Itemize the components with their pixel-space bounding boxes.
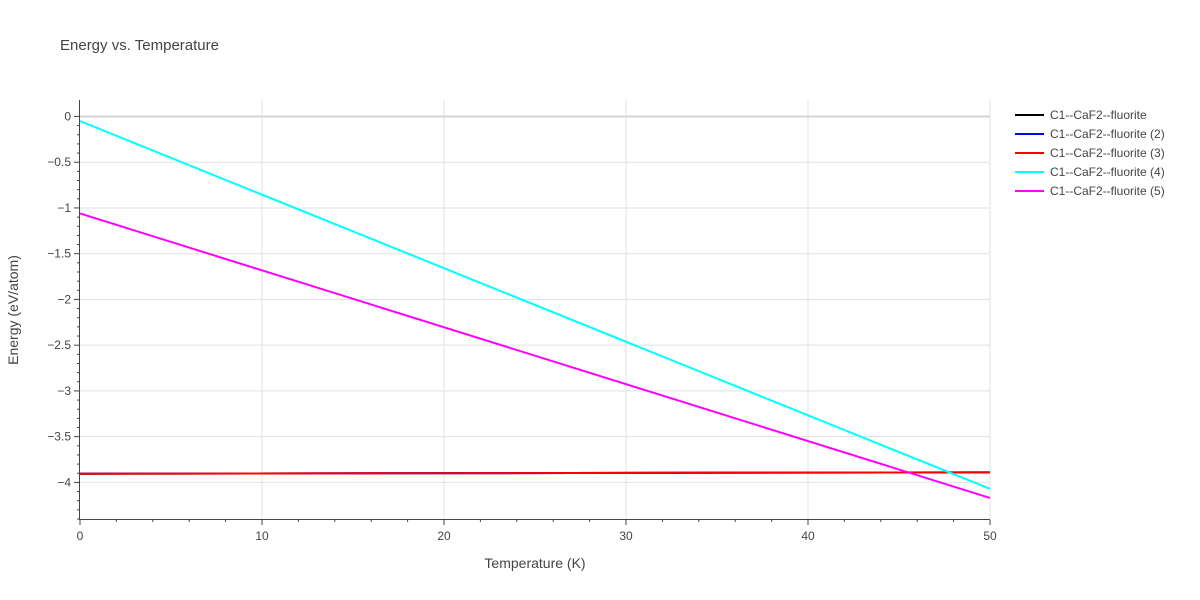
y-axis-title: Energy (eV/atom): [5, 255, 21, 365]
legend-label: C1--CaF2--fluorite (4): [1050, 165, 1165, 179]
chart-title: Energy vs. Temperature: [60, 37, 219, 54]
x-tick-label: 40: [801, 529, 815, 543]
series-lines: [79, 120, 991, 499]
y-tick-label: −0.5: [47, 155, 71, 169]
legend[interactable]: C1--CaF2--fluorite C1--CaF2--fluorite (2)…: [1015, 108, 1165, 198]
y-tick-label: 0: [64, 109, 71, 123]
legend-label: C1--CaF2--fluorite (3): [1050, 146, 1165, 160]
x-tick-label: 30: [619, 529, 633, 543]
x-tick-label: 10: [255, 529, 269, 543]
y-tick-label: −3.5: [47, 430, 71, 444]
y-tick-label: −2: [57, 292, 71, 306]
legend-item-4[interactable]: C1--CaF2--fluorite (4): [1015, 165, 1165, 179]
series-line-4[interactable]: [79, 120, 991, 490]
x-tick-label: 50: [983, 529, 997, 543]
y-tick-label: −3: [57, 384, 71, 398]
legend-label: C1--CaF2--fluorite (5): [1050, 184, 1165, 198]
legend-item-3[interactable]: C1--CaF2--fluorite (3): [1015, 146, 1165, 160]
legend-item-5[interactable]: C1--CaF2--fluorite (5): [1015, 184, 1165, 198]
legend-item-1[interactable]: C1--CaF2--fluorite: [1015, 108, 1147, 122]
legend-item-2[interactable]: C1--CaF2--fluorite (2): [1015, 127, 1165, 141]
series-line-5[interactable]: [79, 212, 991, 499]
y-tick-label: −1.5: [47, 247, 71, 261]
series-line-3[interactable]: [79, 471, 991, 475]
grid: [80, 100, 991, 519]
x-tick-label: 0: [77, 529, 84, 543]
x-axis-title: Temperature (K): [484, 555, 585, 571]
x-tick-label: 20: [437, 529, 451, 543]
y-tick-label: −1: [57, 201, 71, 215]
y-tick-label: −4: [57, 475, 71, 489]
legend-label: C1--CaF2--fluorite: [1050, 108, 1147, 122]
y-tick-label: −2.5: [47, 338, 71, 352]
legend-label: C1--CaF2--fluorite (2): [1050, 127, 1165, 141]
axes: 0 10 20 30 40 50 0 −0.5 −1 −1.5 −2 −2.5 −3 −3.5 −4: [47, 100, 997, 543]
